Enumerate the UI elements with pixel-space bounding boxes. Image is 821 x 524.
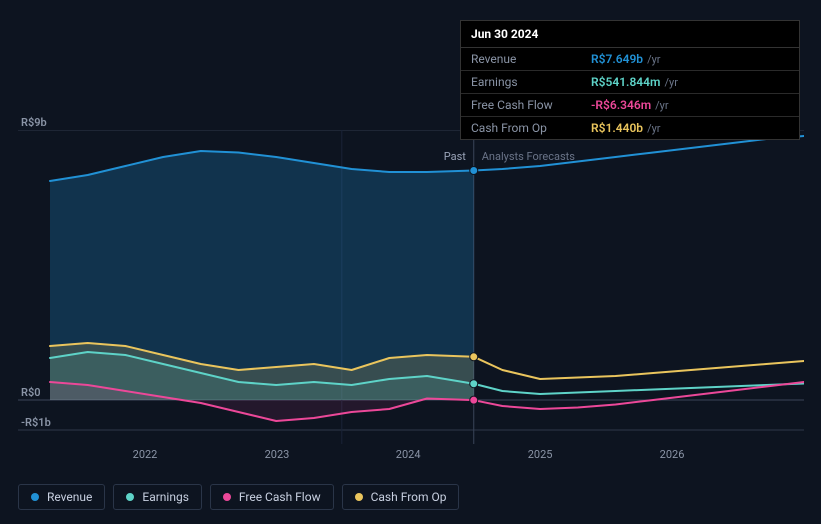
tooltip-row-label: Revenue <box>471 52 591 66</box>
tooltip-row-label: Free Cash Flow <box>471 98 591 112</box>
tooltip-row-unit: /yr <box>655 99 668 112</box>
tooltip-row: Cash From OpR$1.440b/yr <box>461 117 799 139</box>
tooltip-row: Free Cash Flow-R$6.346m/yr <box>461 94 799 117</box>
tooltip-row-unit: /yr <box>664 76 677 89</box>
forecast-label: Analysts Forecasts <box>482 150 575 163</box>
tooltip-row-value: R$7.649b <box>591 52 643 66</box>
legend-item-cash_from_op[interactable]: Cash From Op <box>342 484 460 510</box>
tooltip-row-unit: /yr <box>647 122 660 135</box>
legend-dot <box>126 493 134 501</box>
legend-item-revenue[interactable]: Revenue <box>18 484 105 510</box>
x-axis-label: 2023 <box>265 448 290 461</box>
x-axis-label: 2026 <box>660 448 685 461</box>
legend-label: Revenue <box>47 490 92 504</box>
tooltip-row-label: Cash From Op <box>471 121 591 135</box>
tooltip-row: EarningsR$541.844m/yr <box>461 71 799 94</box>
tooltip-row-value: R$541.844m <box>591 75 660 89</box>
y-axis-label: R$0 <box>21 386 41 399</box>
tooltip-row-unit: /yr <box>647 53 660 66</box>
data-tooltip: Jun 30 2024 RevenueR$7.649b/yrEarningsR$… <box>460 20 800 140</box>
x-axis-label: 2022 <box>133 448 158 461</box>
legend-item-fcf[interactable]: Free Cash Flow <box>210 484 334 510</box>
tooltip-row: RevenueR$7.649b/yr <box>461 48 799 71</box>
tooltip-date: Jun 30 2024 <box>461 21 799 48</box>
x-axis-label: 2025 <box>528 448 553 461</box>
chart-legend: Revenue Earnings Free Cash Flow Cash From O… <box>18 484 459 510</box>
legend-dot <box>31 493 39 501</box>
legend-item-earnings[interactable]: Earnings <box>113 484 202 510</box>
legend-label: Cash From Op <box>371 490 447 504</box>
y-axis-label: R$9b <box>21 116 47 129</box>
x-axis-label: 2024 <box>396 448 421 461</box>
legend-dot <box>355 493 363 501</box>
chart-area[interactable]: R$9bR$0-R$1b20222023202420252026PastAnal… <box>18 130 804 444</box>
legend-dot <box>223 493 231 501</box>
tooltip-row-value: -R$6.346m <box>591 98 651 112</box>
chart-svg <box>18 130 804 444</box>
past-label: Past <box>444 150 466 163</box>
legend-label: Free Cash Flow <box>239 490 321 504</box>
tooltip-row-value: R$1.440b <box>591 121 643 135</box>
legend-label: Earnings <box>142 490 189 504</box>
y-axis-label: -R$1b <box>21 416 51 429</box>
tooltip-row-label: Earnings <box>471 75 591 89</box>
